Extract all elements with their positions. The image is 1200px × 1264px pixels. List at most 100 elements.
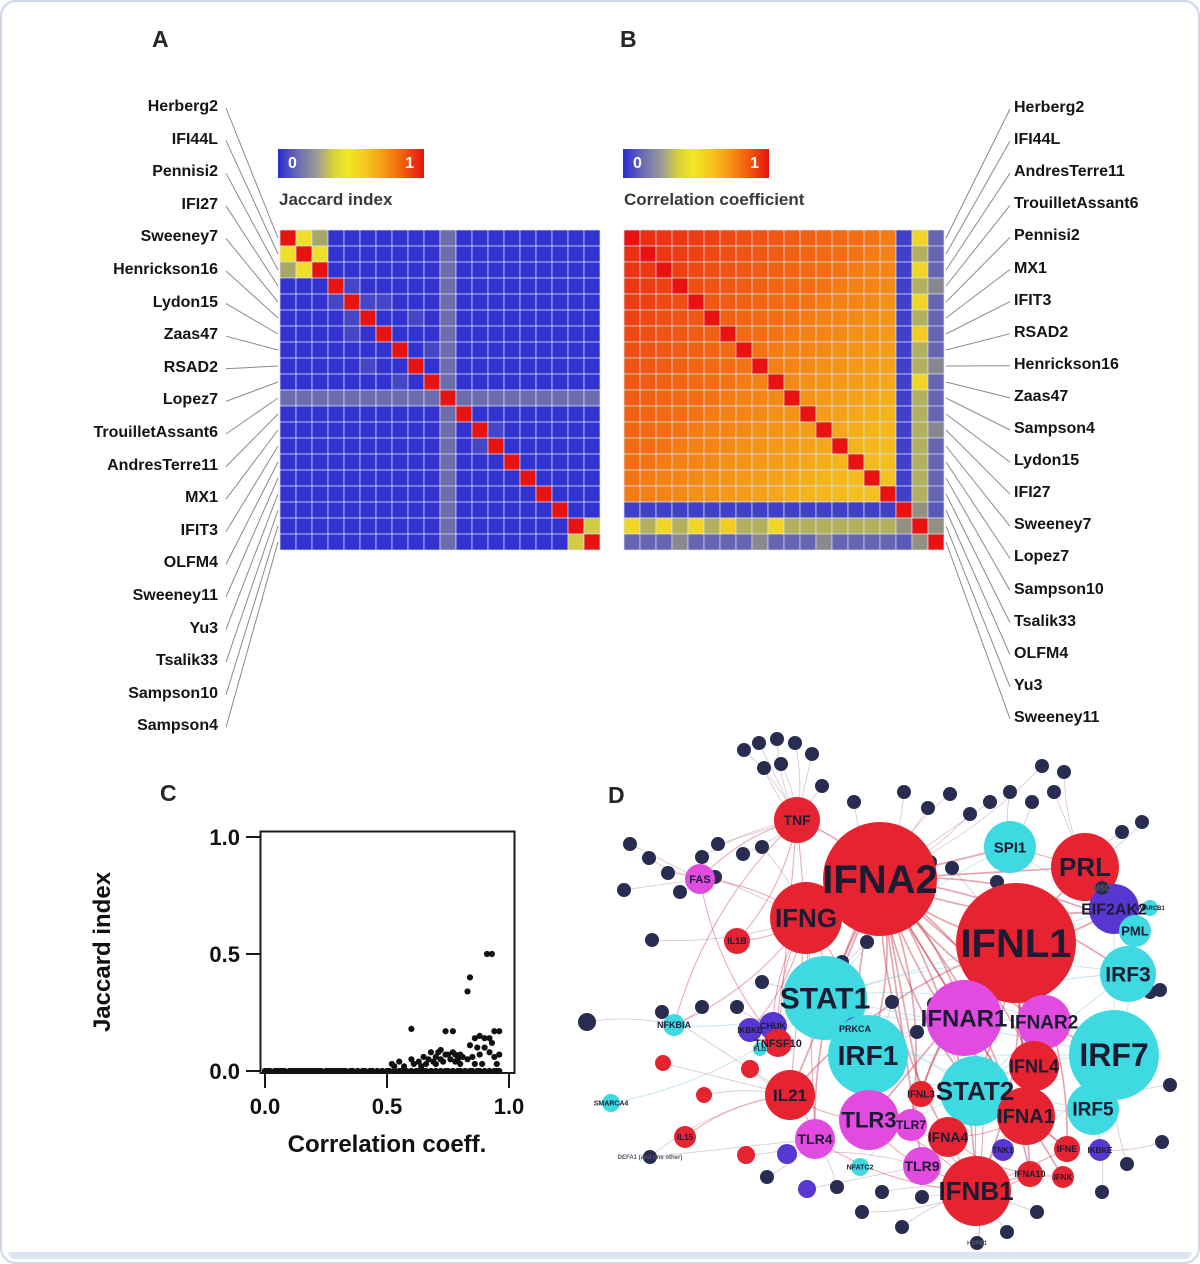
network-node-TLR4 <box>795 1119 835 1159</box>
heatmap-b-cell <box>655 469 673 487</box>
heatmap-a-cell <box>343 517 361 535</box>
heatmap-a-cell <box>583 229 601 247</box>
heatmap-b-cell <box>671 325 689 343</box>
heatmap-a-cell <box>311 405 329 423</box>
heatmap-b-cell <box>879 325 897 343</box>
heatmap-a-cell <box>519 325 537 343</box>
heatmap-a-cell <box>439 421 457 439</box>
heatmap-row-label: Pennisi2 <box>152 163 218 181</box>
heatmap-row-label: Lopez7 <box>162 391 218 409</box>
heatmap-row-label: IFI44L <box>1014 131 1061 149</box>
heatmap-a-cell <box>471 501 489 519</box>
network-node-SPI1 <box>984 821 1036 873</box>
heatmap-b-cell <box>767 517 785 535</box>
network-satellite-node <box>1135 815 1149 829</box>
scatter-xtick-1: 1.0 <box>494 1094 525 1119</box>
heatmap-a-cell <box>295 341 313 359</box>
heatmap-a-cell <box>423 357 441 375</box>
scatter-point <box>447 1056 454 1063</box>
scatter-point <box>379 1067 386 1075</box>
scatter-point <box>469 1053 476 1061</box>
network-node-IKBKB <box>738 1018 762 1042</box>
heatmap-a-cell <box>359 453 377 471</box>
heatmap-b-cell <box>879 309 897 327</box>
heatmap-b-cell <box>783 357 801 375</box>
heatmap-a-cell <box>551 373 569 391</box>
network-node-label: CHUK <box>760 1021 786 1031</box>
heatmap-a-cell <box>279 341 297 359</box>
heatmap-b-cell <box>911 277 929 295</box>
network-satellite-node <box>642 851 656 865</box>
network-satellite-node <box>673 885 687 899</box>
heatmap-a-cell <box>567 453 585 471</box>
scatter-point <box>488 950 496 958</box>
heatmap-b-cell <box>719 421 737 439</box>
network-node-IFNAR2 <box>1017 995 1071 1049</box>
heatmap-a-cell <box>407 261 425 279</box>
heatmap-a-cell <box>567 357 585 375</box>
heatmap-a-cell <box>407 437 425 455</box>
heatmap-a-cell <box>487 533 505 551</box>
heatmap-a-cell <box>311 421 329 439</box>
network-node-label: IKBKE <box>1088 1146 1114 1155</box>
heatmap-a-cell <box>359 357 377 375</box>
heatmap-row-label: RSAD2 <box>1014 323 1069 341</box>
heatmap-a-cell <box>295 501 313 519</box>
heatmap-b-cell <box>927 325 945 343</box>
network-edge <box>673 819 798 1026</box>
heatmap-b-cell <box>719 517 737 535</box>
heatmap-a-cell <box>407 453 425 471</box>
network-node-label: IFNA1 <box>997 1106 1055 1128</box>
heatmap-b-cell <box>719 357 737 375</box>
connector-line <box>225 303 279 335</box>
heatmap-b-cell <box>671 309 689 327</box>
heatmap-b-cell <box>927 437 945 455</box>
heatmap-a-cell <box>455 485 473 503</box>
heatmap-b-cell <box>847 373 865 391</box>
network-satellite-node <box>885 995 899 1009</box>
heatmap-a-cell <box>583 501 601 519</box>
heatmap-a-cell <box>439 229 457 247</box>
scatter-point <box>486 1067 493 1075</box>
heatmap-b-cell <box>783 325 801 343</box>
heatmap-b-cell <box>831 501 849 519</box>
heatmap-a-cell <box>471 485 489 503</box>
heatmap-a-cell <box>391 309 409 327</box>
heatmap-a-cell <box>343 533 361 551</box>
heatmap-b-cell <box>895 309 913 327</box>
heatmap-a-cell <box>583 373 601 391</box>
heatmap-b-cell <box>719 341 737 359</box>
scatter-ytick-1: 1.0 <box>209 825 240 850</box>
heatmap-a-cell <box>503 229 521 247</box>
heatmap-b-cell <box>911 389 929 407</box>
heatmap-b-cell <box>799 421 817 439</box>
network-node-FAS <box>685 864 715 894</box>
heatmap-a-cell <box>535 261 553 279</box>
heatmap-a-cell <box>455 517 473 535</box>
heatmap-a-cell <box>343 453 361 471</box>
heatmap-b-cell <box>655 277 673 295</box>
heatmap-b-cell <box>783 469 801 487</box>
heatmap-a-cell <box>551 453 569 471</box>
heatmap-b-cell <box>703 533 721 551</box>
network-satellite-node <box>910 1025 924 1039</box>
heatmap-a-cell <box>487 229 505 247</box>
heatmap-a-cell <box>551 501 569 519</box>
heatmap-a-cell <box>407 517 425 535</box>
heatmap-b-cell <box>687 309 705 327</box>
heatmap-b-cell <box>735 229 753 247</box>
heatmap-b-cell <box>799 389 817 407</box>
network-node-PML <box>1119 915 1151 947</box>
heatmap-a-cell <box>519 357 537 375</box>
heatmap-b-cell <box>783 245 801 263</box>
scatter-point <box>266 1067 273 1075</box>
heatmap-b-cell <box>767 469 785 487</box>
heatmap-a-cell <box>535 453 553 471</box>
heatmap-a-cell <box>391 357 409 375</box>
network-node-label: IFNE <box>1057 1144 1078 1154</box>
heatmap-a-cell <box>375 341 393 359</box>
heatmap-a-cell <box>279 309 297 327</box>
heatmap-b-cell <box>799 469 817 487</box>
heatmap-a-cell <box>279 357 297 375</box>
heatmap-b-cell <box>671 405 689 423</box>
